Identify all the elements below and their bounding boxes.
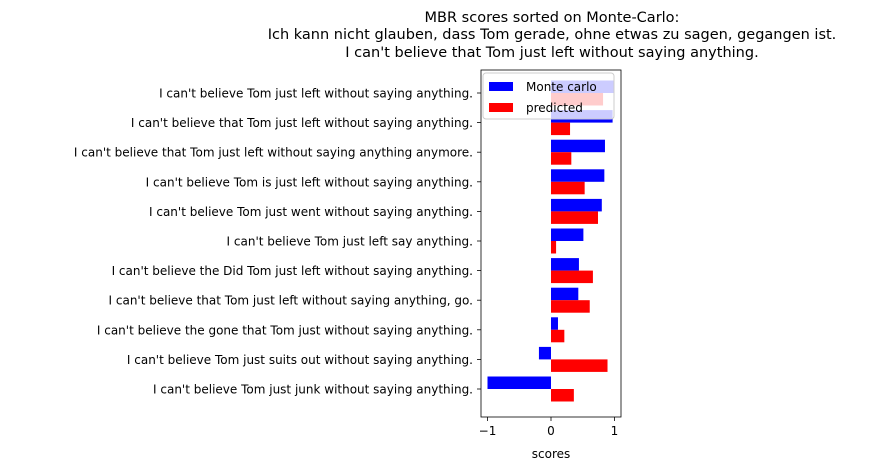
y-tick-label-0: I can't believe Tom just left without sa… xyxy=(159,87,473,101)
legend-box xyxy=(482,72,615,120)
bar-predicted-10 xyxy=(551,389,574,402)
x-axis: −1 0 1 xyxy=(479,417,619,438)
bar-predicted-5 xyxy=(551,241,557,254)
bar-predicted-1 xyxy=(551,122,571,136)
bar-monte-carlo-4 xyxy=(551,198,602,212)
x-tick-label-1: 0 xyxy=(547,424,555,438)
legend-swatch-0 xyxy=(489,82,513,91)
y-tick-labels: I can't believe Tom just left without sa… xyxy=(74,87,481,397)
y-tick-label-3: I can't believe Tom is just left without… xyxy=(146,175,473,189)
bar-monte-carlo-10 xyxy=(487,376,551,389)
bar-predicted-2 xyxy=(551,152,572,165)
x-tick-label-0: −1 xyxy=(479,424,497,438)
bars xyxy=(487,80,615,402)
chart-title-line-1: MBR scores sorted on Monte-Carlo: xyxy=(425,10,680,26)
legend-label-1: predicted xyxy=(526,101,583,115)
bar-predicted-4 xyxy=(551,211,598,224)
bar-monte-carlo-9 xyxy=(538,346,551,360)
y-tick-label-7: I can't believe that Tom just left witho… xyxy=(109,294,473,308)
bar-predicted-6 xyxy=(551,270,593,284)
legend-swatch-1 xyxy=(489,103,513,112)
legend-label-0: Monte carlo xyxy=(526,80,597,94)
y-tick-label-10: I can't believe Tom just junk without sa… xyxy=(153,383,473,397)
chart-title: MBR scores sorted on Monte-Carlo: Ich ka… xyxy=(268,10,837,61)
y-tick-label-6: I can't believe the Did Tom just left wi… xyxy=(112,264,473,278)
plot-frame xyxy=(480,69,622,418)
y-tick-label-8: I can't believe the gone that Tom just w… xyxy=(97,323,473,337)
bar-monte-carlo-6 xyxy=(551,258,579,271)
bar-monte-carlo-3 xyxy=(551,169,605,182)
bar-monte-carlo-2 xyxy=(551,139,605,153)
y-tick-label-4: I can't believe Tom just went without sa… xyxy=(149,205,473,219)
bar-monte-carlo-8 xyxy=(551,317,558,330)
y-tick-label-9: I can't believe Tom just suits out witho… xyxy=(127,353,473,367)
chart-title-line-2: Ich kann nicht glauben, dass Tom gerade,… xyxy=(268,27,837,43)
y-tick-label-2: I can't believe that Tom just left witho… xyxy=(74,146,473,160)
legend: Monte carlo predicted xyxy=(482,72,615,120)
chart-title-line-3: I can't believe that Tom just left witho… xyxy=(345,45,758,61)
x-axis-label: scores xyxy=(532,447,571,461)
y-tick-label-5: I can't believe Tom just left say anythi… xyxy=(227,235,473,249)
bar-monte-carlo-7 xyxy=(551,287,579,301)
bar-predicted-3 xyxy=(551,181,585,195)
bar-predicted-8 xyxy=(551,329,565,343)
bar-predicted-7 xyxy=(551,300,590,313)
x-tick-label-2: 1 xyxy=(611,424,619,438)
y-tick-label-1: I can't believe that Tom just left witho… xyxy=(131,116,473,130)
bar-monte-carlo-5 xyxy=(551,228,584,241)
bar-predicted-9 xyxy=(551,359,608,372)
